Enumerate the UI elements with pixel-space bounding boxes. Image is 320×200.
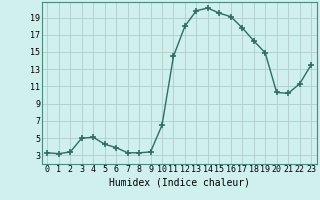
X-axis label: Humidex (Indice chaleur): Humidex (Indice chaleur) (109, 177, 250, 187)
